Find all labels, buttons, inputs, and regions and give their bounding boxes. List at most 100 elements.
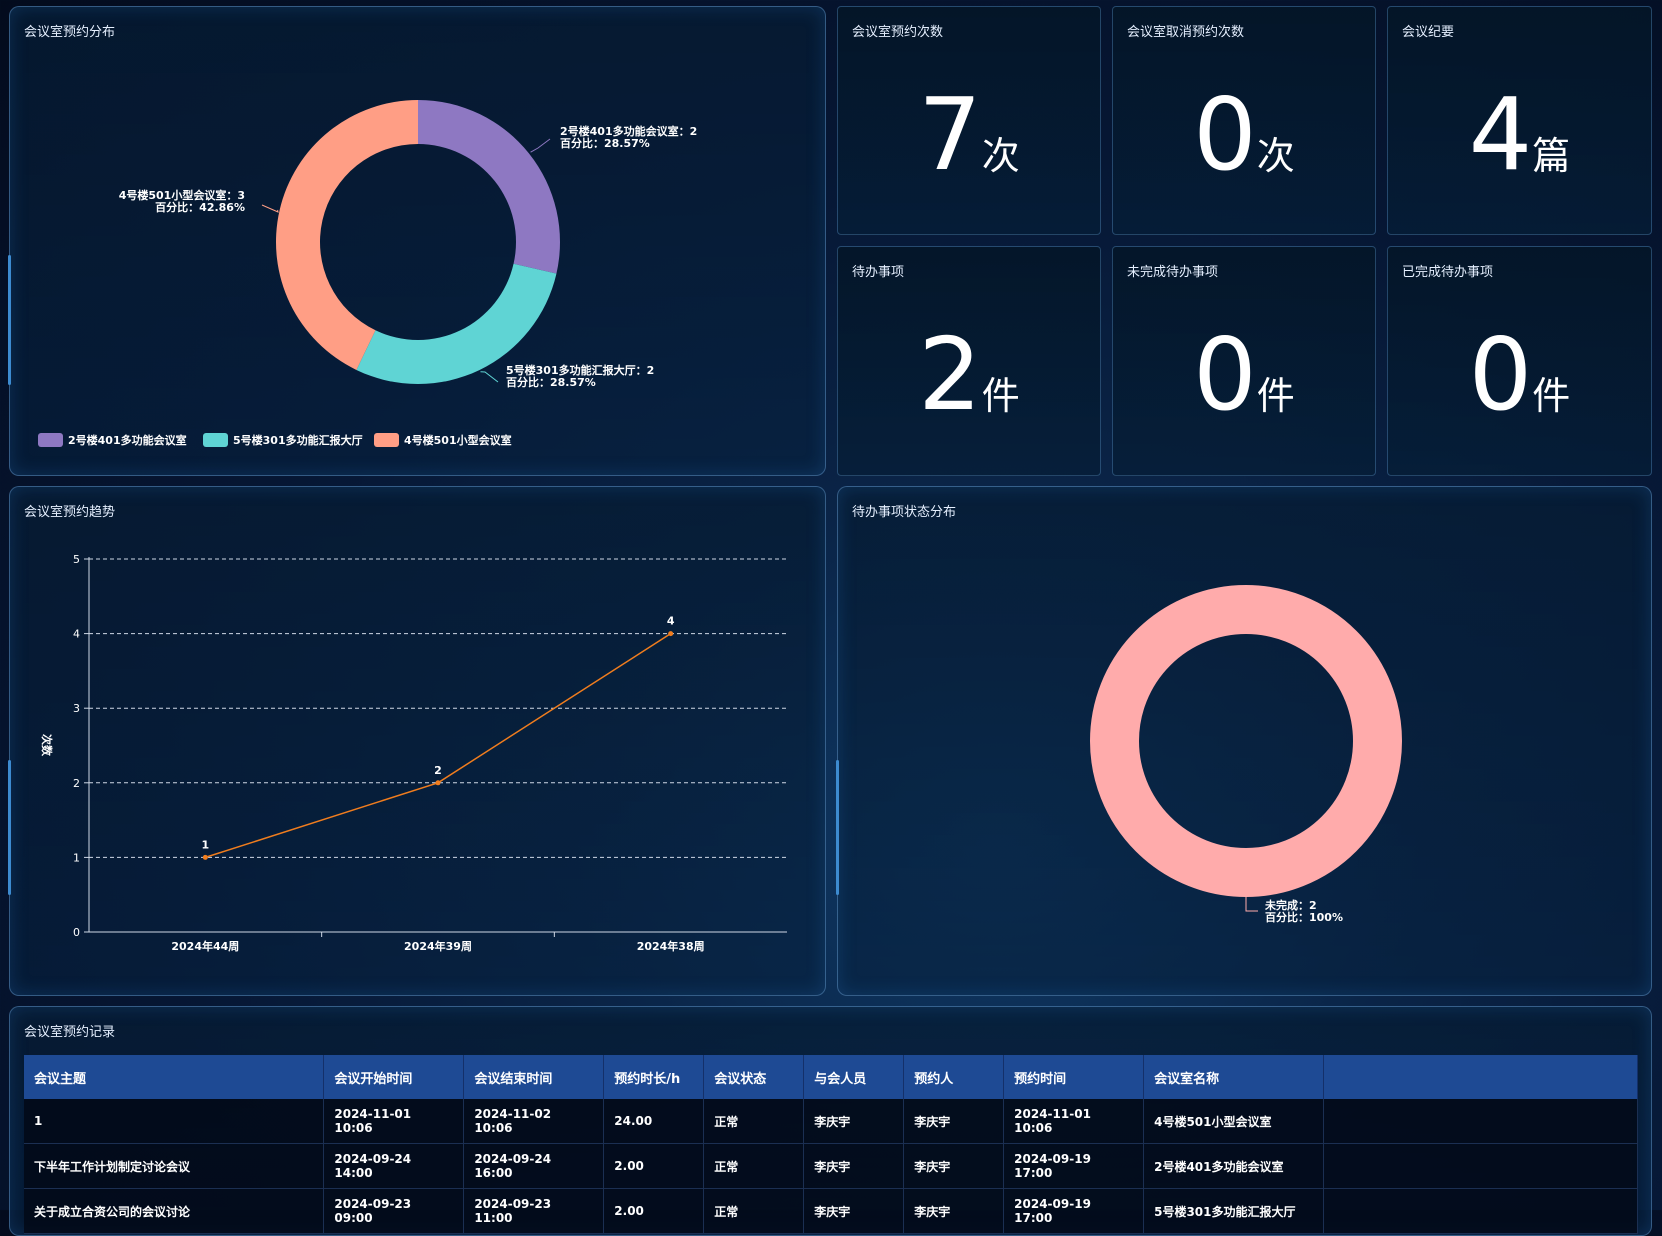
cell-room: 2号楼401多功能会议室	[1143, 1143, 1325, 1189]
cell-attendees: 李庆宇	[803, 1188, 905, 1234]
col-header-topic[interactable]: 会议主题	[24, 1055, 325, 1099]
cell-start: 2024-09-23 09:00	[323, 1188, 465, 1234]
cell-duration: 24.00	[603, 1099, 705, 1144]
cell-booker: 李庆宇	[903, 1188, 1005, 1234]
room-distribution-chart: 2号楼401多功能会议室：2 百分比：28.57%5号楼301多功能汇报大厅：2 百…	[38, 100, 697, 447]
stat-value-todos: 2	[918, 316, 982, 433]
stat-title-todos: 待办事项	[852, 265, 905, 280]
cell-topic: 下半年工作计划制定讨论会议	[24, 1143, 325, 1189]
middle-accent-bottom	[836, 760, 839, 895]
slice-label-percent: 百分比：100%	[1265, 910, 1343, 924]
y-axis-label: 次数	[40, 734, 54, 757]
y-tick-label: 2	[73, 777, 80, 790]
donut-slice	[356, 263, 557, 384]
slice-label-line	[480, 371, 499, 383]
y-tick-label: 3	[73, 702, 80, 715]
stat-title-complete-todos: 已完成待办事项	[1402, 265, 1494, 280]
slice-label-name: 5号楼301多功能汇报大厅：2	[506, 363, 654, 377]
booking-trend-title: 会议室预约趋势	[24, 505, 116, 520]
legend-swatch	[374, 433, 399, 447]
table-row[interactable]: 关于成立合资公司的会议讨论 2024-09-23 09:00 2024-09-2…	[24, 1188, 1638, 1234]
donut-slice	[276, 100, 418, 370]
cell-blank	[1323, 1099, 1638, 1144]
cell-end: 2024-11-02 10:06	[463, 1099, 605, 1144]
stat-card-cancellations: 会议室取消预约次数 0次	[1112, 6, 1376, 235]
stat-unit-cancellations: 次	[1256, 134, 1295, 178]
stat-unit-minutes: 篇	[1532, 134, 1571, 178]
cell-blank	[1323, 1188, 1638, 1234]
stat-title-minutes: 会议纪要	[1402, 25, 1455, 40]
cell-booked-at: 2024-09-19 17:00	[1003, 1188, 1145, 1234]
slice-label-name: 4号楼501小型会议室：3	[119, 188, 245, 202]
stat-card-incomplete-todos: 未完成待办事项 0件	[1112, 246, 1376, 476]
cell-booker: 李庆宇	[903, 1099, 1005, 1144]
cell-attendees: 李庆宇	[803, 1099, 905, 1144]
y-tick-label: 4	[73, 628, 80, 641]
todo-status-title: 待办事项状态分布	[852, 505, 957, 520]
legend-label: 2号楼401多功能会议室	[68, 433, 187, 447]
x-tick-label: 2024年39周	[404, 939, 472, 953]
col-header-room[interactable]: 会议室名称	[1143, 1055, 1325, 1099]
stat-card-todos: 待办事项 2件	[837, 246, 1101, 476]
slice-label-line	[530, 138, 551, 153]
cell-status: 正常	[703, 1188, 805, 1234]
data-point	[435, 780, 441, 786]
legend-label: 5号楼301多功能汇报大厅	[233, 433, 363, 447]
cell-booker: 李庆宇	[903, 1143, 1005, 1189]
stat-unit-todos: 件	[981, 374, 1020, 418]
table-header-row: 会议主题 会议开始时间 会议结束时间 预约时长/h 会议状态 与会人员 预约人 …	[24, 1055, 1638, 1099]
slice-label-name: 2号楼401多功能会议室：2	[560, 124, 697, 138]
legend-label: 4号楼501小型会议室	[404, 433, 512, 447]
cell-topic: 1	[24, 1099, 325, 1144]
data-label: 4	[667, 615, 675, 628]
stat-value-incomplete-todos: 0	[1193, 316, 1257, 433]
booking-records-title: 会议室预约记录	[24, 1025, 116, 1040]
col-header-attendees[interactable]: 与会人员	[803, 1055, 905, 1099]
stat-unit-complete-todos: 件	[1532, 374, 1571, 418]
y-tick-label: 5	[73, 553, 80, 566]
cell-end: 2024-09-24 16:00	[463, 1143, 605, 1189]
cell-booked-at: 2024-11-01 10:06	[1003, 1099, 1145, 1144]
legend-swatch	[38, 433, 63, 447]
slice-label-percent: 百分比：42.86%	[155, 200, 245, 214]
series-line	[205, 632, 672, 859]
y-tick-label: 0	[73, 926, 80, 939]
stat-value-cancellations: 0	[1193, 76, 1257, 193]
y-tick-label: 1	[73, 851, 80, 864]
data-label: 1	[202, 838, 210, 851]
cell-start: 2024-09-24 14:00	[323, 1143, 465, 1189]
col-header-duration[interactable]: 预约时长/h	[603, 1055, 705, 1099]
table-row[interactable]: 1 2024-11-01 10:06 2024-11-02 10:06 24.0…	[24, 1099, 1638, 1144]
legend-swatch	[203, 433, 228, 447]
cell-status: 正常	[703, 1143, 805, 1189]
col-header-blank	[1323, 1055, 1638, 1099]
slice-label-percent: 百分比：28.57%	[506, 375, 596, 389]
col-header-end[interactable]: 会议结束时间	[463, 1055, 605, 1099]
stat-card-minutes: 会议纪要 4篇	[1387, 6, 1652, 235]
col-header-booked-at[interactable]: 预约时间	[1003, 1055, 1145, 1099]
slice-label-line	[261, 204, 279, 213]
stat-card-complete-todos: 已完成待办事项 0件	[1387, 246, 1652, 476]
booking-trend-chart: 0 1 2 3 4 5 次数 2024年44周 2024年39周 2024年38周 1 2 4	[40, 553, 787, 953]
left-accent-bottom	[8, 760, 11, 895]
col-header-booker[interactable]: 预约人	[903, 1055, 1005, 1099]
cell-blank	[1323, 1143, 1638, 1189]
booking-trend-panel: 会议室预约趋势 0 1 2 3 4 5 次数 2024年44周 2024年39周 2024年38周…	[9, 486, 826, 996]
table-row[interactable]: 下半年工作计划制定讨论会议 2024-09-24 14:00 2024-09-2…	[24, 1143, 1638, 1189]
stat-value-minutes: 4	[1468, 76, 1533, 193]
left-accent-top	[8, 255, 11, 385]
stat-title-cancellations: 会议室取消预约次数	[1127, 25, 1245, 40]
stat-card-bookings: 会议室预约次数 7次	[837, 6, 1101, 235]
cell-room: 4号楼501小型会议室	[1143, 1099, 1325, 1144]
data-label: 2	[434, 764, 442, 777]
slice-label-line	[1245, 897, 1258, 912]
col-header-status[interactable]: 会议状态	[703, 1055, 805, 1099]
stat-unit-bookings: 次	[981, 134, 1020, 178]
donut-slice	[1090, 585, 1402, 897]
data-point	[668, 631, 674, 637]
todo-status-panel: 待办事项状态分布 未完成：2 百分比：100%	[837, 486, 1652, 996]
room-distribution-title: 会议室预约分布	[24, 25, 116, 40]
col-header-start[interactable]: 会议开始时间	[323, 1055, 465, 1099]
cell-status: 正常	[703, 1099, 805, 1144]
cell-duration: 2.00	[603, 1188, 705, 1234]
